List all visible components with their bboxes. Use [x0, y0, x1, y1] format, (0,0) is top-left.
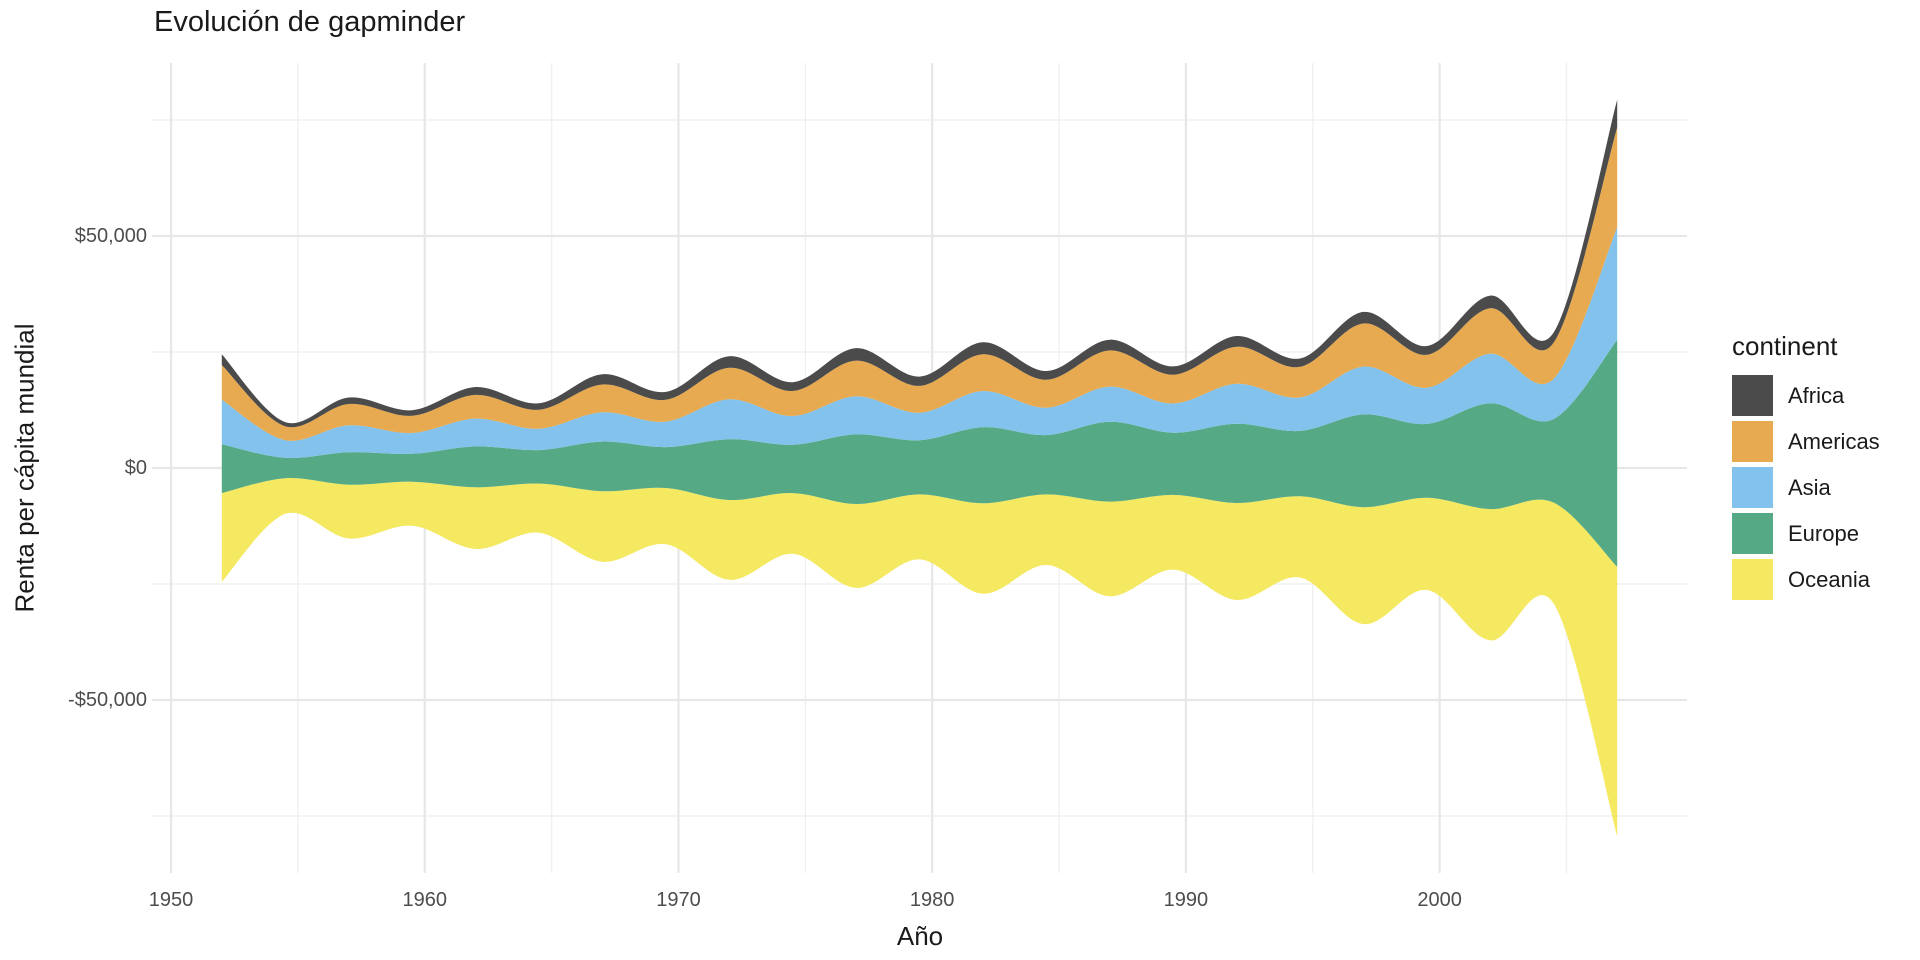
- stream-band-americas: [221, 127, 1618, 441]
- y-tick-label: $0: [124, 457, 147, 479]
- legend-swatch-oceania: [1732, 559, 1773, 600]
- legend-label: Americas: [1788, 428, 1880, 454]
- legend-item-oceania: Oceania: [1732, 559, 1880, 600]
- stream-band-europe: [221, 339, 1618, 567]
- legend-label: Asia: [1788, 474, 1831, 500]
- legend-item-asia: Asia: [1732, 467, 1880, 508]
- legend-swatch-europe: [1732, 513, 1773, 554]
- legend: continent Africa Americas Asia Europe Oceani…: [1732, 331, 1880, 605]
- x-axis-title: Año: [896, 921, 944, 951]
- stream-band-asia: [221, 227, 1618, 458]
- legend-item-europe: Europe: [1732, 513, 1880, 554]
- stream-band-oceania: [221, 478, 1618, 837]
- legend-label: Europe: [1788, 520, 1859, 546]
- legend-swatch-asia: [1732, 467, 1773, 508]
- legend-items: Africa Americas Asia Europe Oceania: [1732, 375, 1880, 600]
- x-tick-label: 1990: [1163, 889, 1209, 911]
- legend-label: Oceania: [1788, 566, 1870, 592]
- legend-item-americas: Americas: [1732, 421, 1880, 462]
- y-tick-label: -$50,000: [68, 689, 147, 711]
- legend-swatch-africa: [1732, 375, 1773, 416]
- x-tick-label: 1950: [148, 889, 194, 911]
- x-tick-label: 2000: [1417, 889, 1462, 911]
- legend-title: continent: [1732, 331, 1838, 361]
- x-tick-label: 1960: [402, 889, 447, 911]
- legend-label: Africa: [1788, 382, 1845, 408]
- x-tick-label: 1980: [909, 889, 955, 911]
- legend-swatch-americas: [1732, 421, 1773, 462]
- legend-item-africa: Africa: [1732, 375, 1880, 416]
- plot-title: Evolución de gapminder: [154, 6, 466, 38]
- y-tick-label: $50,000: [74, 225, 147, 247]
- x-tick-label: 1970: [656, 889, 701, 911]
